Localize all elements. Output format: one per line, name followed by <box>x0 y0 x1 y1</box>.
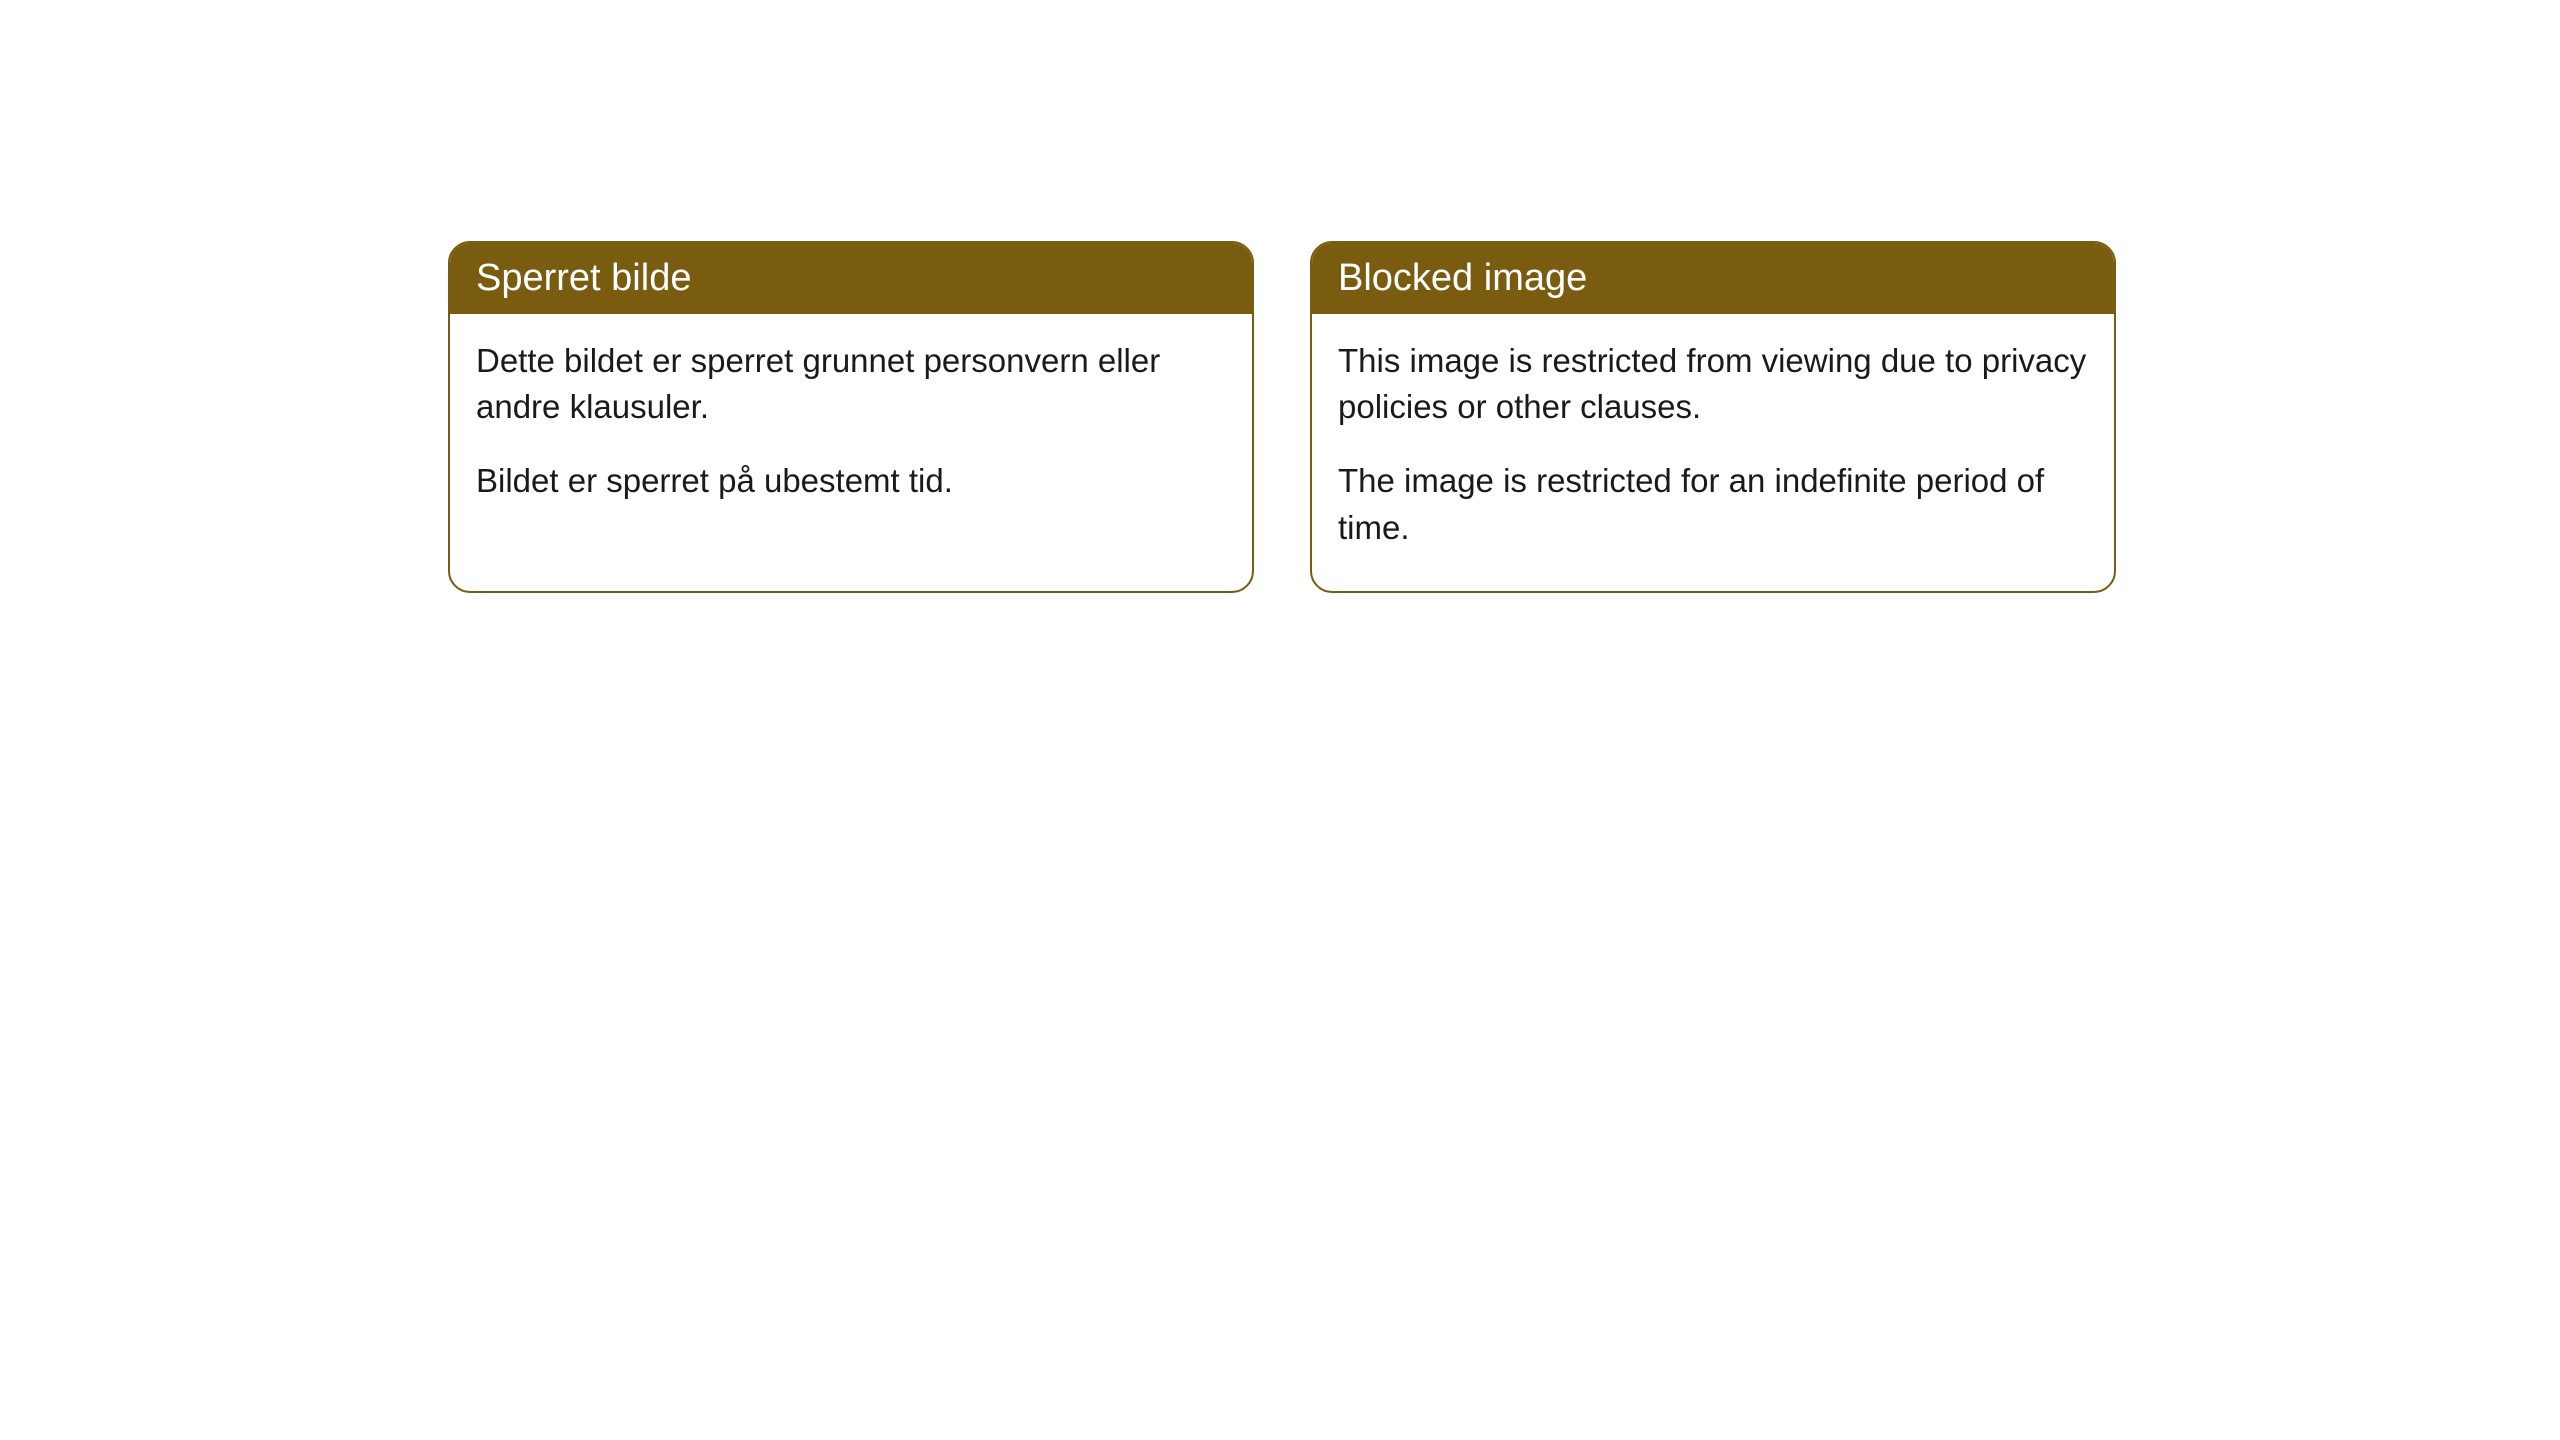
card-paragraph: Bildet er sperret på ubestemt tid. <box>476 458 1226 504</box>
card-title: Sperret bilde <box>450 243 1252 314</box>
blocked-image-card-english: Blocked image This image is restricted f… <box>1310 241 2116 593</box>
blocked-image-card-norwegian: Sperret bilde Dette bildet er sperret gr… <box>448 241 1254 593</box>
card-paragraph: The image is restricted for an indefinit… <box>1338 458 2088 550</box>
card-body: This image is restricted from viewing du… <box>1312 314 2114 591</box>
card-title: Blocked image <box>1312 243 2114 314</box>
card-paragraph: This image is restricted from viewing du… <box>1338 338 2088 430</box>
notice-cards-container: Sperret bilde Dette bildet er sperret gr… <box>448 241 2116 593</box>
card-paragraph: Dette bildet er sperret grunnet personve… <box>476 338 1226 430</box>
card-body: Dette bildet er sperret grunnet personve… <box>450 314 1252 545</box>
